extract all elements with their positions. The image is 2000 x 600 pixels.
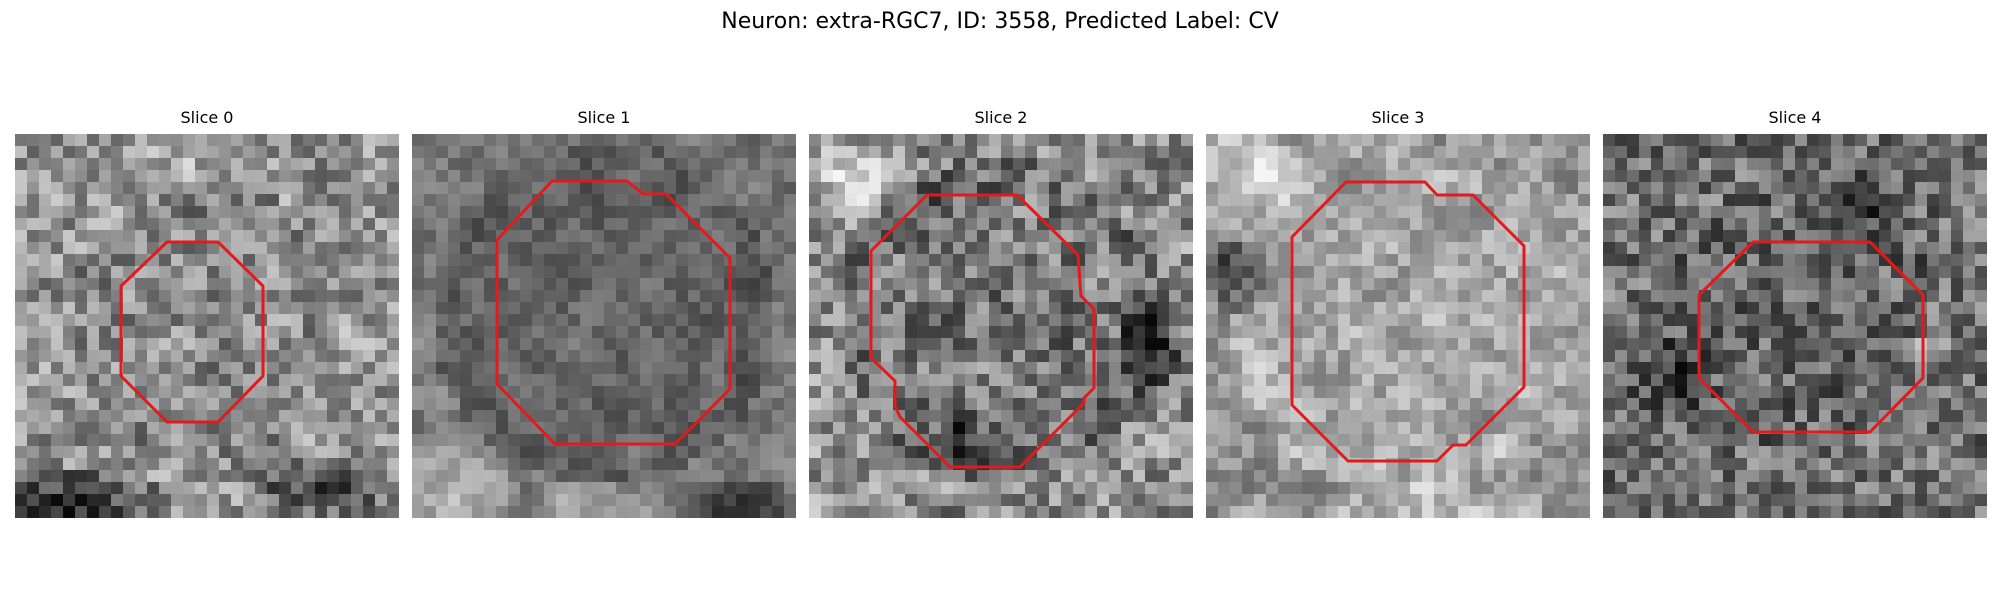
cell-contour bbox=[1697, 240, 1925, 434]
slice-image bbox=[809, 134, 1193, 518]
micrograph-texture bbox=[1603, 134, 1987, 518]
slice-image bbox=[1603, 134, 1987, 518]
slice-title: Slice 1 bbox=[577, 108, 631, 127]
micrograph-texture bbox=[15, 134, 399, 518]
figure-title: Neuron: extra-RGC7, ID: 3558, Predicted … bbox=[721, 9, 1279, 34]
slice-image bbox=[15, 134, 399, 518]
slice-panel-1: Slice 1 bbox=[412, 108, 796, 520]
slice-title: Slice 3 bbox=[1371, 108, 1425, 127]
micrograph-texture bbox=[809, 134, 1193, 518]
slice-panel-2: Slice 2 bbox=[809, 108, 1193, 520]
slice-title: Slice 0 bbox=[180, 108, 234, 127]
slice-image bbox=[412, 134, 796, 518]
slice-panel-0: Slice 0 bbox=[15, 108, 399, 520]
slice-image bbox=[1206, 134, 1590, 518]
micrograph-texture bbox=[412, 134, 796, 518]
slice-title: Slice 4 bbox=[1768, 108, 1822, 127]
cell-contour bbox=[869, 193, 1096, 469]
slice-title: Slice 2 bbox=[974, 108, 1028, 127]
slice-panel-3: Slice 3 bbox=[1206, 108, 1590, 520]
cell-contour bbox=[1290, 180, 1526, 463]
slice-panel-4: Slice 4 bbox=[1603, 108, 1987, 520]
cell-contour bbox=[495, 179, 732, 446]
cell-contour bbox=[119, 240, 265, 424]
